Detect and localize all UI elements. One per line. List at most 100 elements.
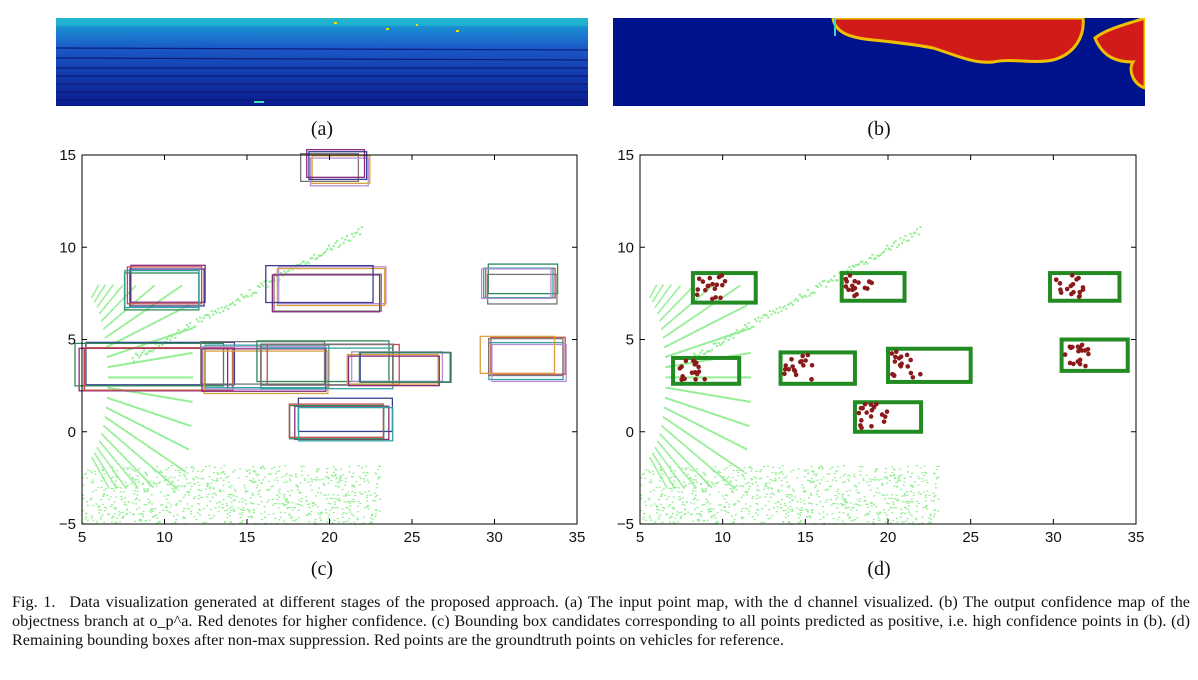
bbox-candidate: [491, 343, 567, 383]
bbox-candidate: [306, 149, 366, 178]
groundtruth-point: [1053, 277, 1059, 282]
groundtruth-point: [682, 376, 687, 382]
bbox-candidate: [260, 343, 394, 386]
bbox-candidate: [299, 153, 360, 183]
bbox-candidate: [276, 267, 386, 307]
groundtruth-point: [1070, 344, 1075, 350]
bbox-final: [1059, 337, 1130, 373]
groundtruth-point: [856, 410, 862, 416]
groundtruth-point: [892, 359, 898, 364]
groundtruth-point: [1062, 352, 1068, 357]
lidar-points-c: [82, 226, 381, 526]
bbox-final: [839, 271, 907, 303]
groundtruth-point: [789, 357, 794, 362]
bbox-candidate: [126, 266, 203, 305]
groundtruth-point: [710, 296, 715, 302]
groundtruth-point: [696, 276, 702, 282]
groundtruth-point: [1069, 291, 1074, 297]
groundtruth-point: [851, 286, 857, 291]
groundtruth-point: [809, 362, 815, 368]
bbox-candidate: [479, 335, 556, 374]
groundtruth-point: [884, 409, 890, 414]
y-tick-label: −5: [617, 516, 634, 533]
groundtruth-point: [1083, 363, 1088, 369]
groundtruth-point: [869, 423, 874, 429]
groundtruth-point: [905, 364, 911, 369]
groundtruth-point: [1082, 348, 1088, 353]
groundtruth-point: [890, 371, 895, 377]
groundtruth-point: [706, 283, 711, 289]
groundtruth-point: [703, 287, 708, 293]
bbox-candidate: [487, 273, 558, 305]
groundtruth-point: [871, 404, 877, 410]
groundtruth-point: [801, 363, 806, 368]
bbox-final: [1048, 271, 1122, 303]
x-tick-label: 30: [486, 529, 503, 546]
bbox-candidate: [85, 341, 236, 386]
panel-a-image: [56, 18, 588, 106]
groundtruth-point: [868, 402, 874, 407]
bbox-candidate: [265, 264, 374, 304]
plot-c: 5 10 15 20 25 30 35 −5 0 5 10 15: [59, 147, 585, 546]
groundtruth-point: [803, 358, 808, 363]
y-tick-label: 15: [617, 147, 634, 164]
groundtruth-point: [882, 414, 888, 419]
groundtruth-point: [689, 370, 695, 376]
groundtruth-point: [859, 418, 864, 423]
groundtruth-point: [783, 363, 789, 368]
groundtruth-point: [852, 293, 857, 299]
groundtruth-point: [859, 425, 864, 431]
bounding-boxes-d: [671, 271, 1130, 434]
bbox-candidate: [487, 337, 564, 377]
groundtruth-point: [782, 366, 788, 372]
bbox-candidate: [288, 403, 385, 438]
groundtruth-point: [694, 292, 700, 298]
groundtruth-point: [694, 371, 700, 377]
x-tick-label: 5: [78, 529, 86, 546]
x-tick-label: 5: [636, 529, 644, 546]
bbox-candidate: [289, 404, 385, 440]
caption-fig-number: Fig. 1.: [12, 593, 56, 611]
groundtruth-point: [691, 358, 696, 364]
x-tick-label: 20: [880, 529, 897, 546]
groundtruth-point: [693, 377, 698, 382]
groundtruth-point: [898, 354, 904, 360]
bbox-candidate: [130, 264, 206, 303]
groundtruth-point: [782, 371, 787, 377]
bbox-candidate: [201, 346, 327, 390]
bbox-candidate: [347, 355, 440, 387]
groundtruth-point: [1086, 351, 1091, 357]
groundtruth-point: [858, 405, 864, 411]
x-tick-label: 10: [156, 529, 173, 546]
panel-d-label: (d): [867, 558, 891, 580]
bbox-candidate: [309, 157, 369, 187]
groundtruth-point: [908, 357, 913, 363]
groundtruth-point: [846, 287, 851, 293]
x-tick-label: 20: [321, 529, 338, 546]
groundtruth-point: [677, 366, 683, 371]
bbox-final: [778, 350, 857, 386]
groundtruth-point: [1057, 281, 1063, 286]
bbox-candidate: [203, 350, 329, 395]
x-tick-label: 25: [962, 529, 979, 546]
lidar-points-d: [640, 226, 940, 526]
groundtruth-point: [714, 282, 720, 288]
groundtruth-point: [894, 349, 899, 355]
bbox-candidate: [271, 274, 381, 313]
panel-a-label: (a): [310, 118, 334, 140]
groundtruth-point: [716, 274, 722, 280]
groundtruth-point: [692, 362, 698, 367]
y-tick-label: 5: [68, 332, 76, 349]
bbox-candidate: [124, 269, 200, 309]
groundtruth-point: [865, 286, 870, 291]
bbox-candidate: [346, 353, 439, 385]
y-tick-label: 10: [617, 239, 634, 256]
x-tick-label: 15: [797, 529, 814, 546]
x-tick-label: 35: [569, 529, 586, 546]
groundtruth-point: [683, 358, 689, 364]
groundtruth-point: [910, 375, 916, 380]
groundtruth-point: [881, 419, 887, 424]
bbox-final: [690, 271, 758, 305]
bbox-candidate: [490, 336, 566, 375]
groundtruth-point: [1077, 289, 1083, 295]
